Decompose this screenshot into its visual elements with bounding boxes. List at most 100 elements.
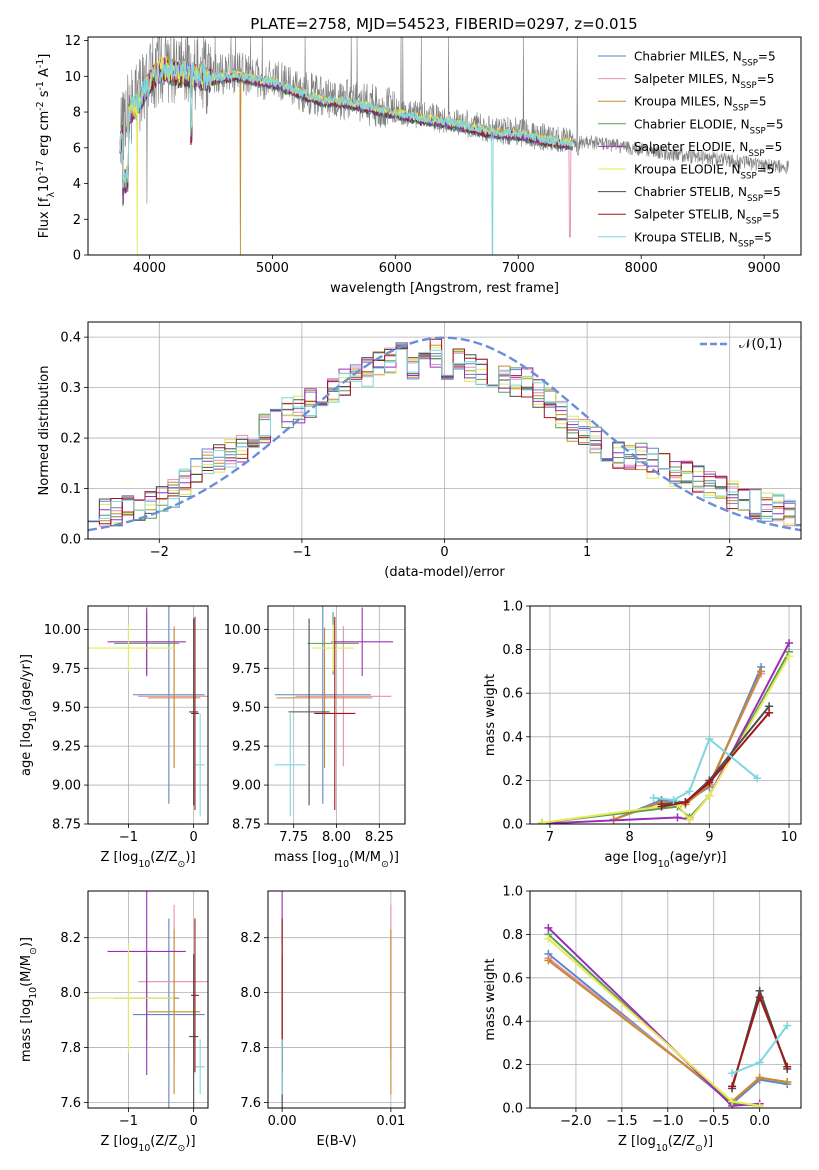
- y-tick-label: 0.4: [502, 730, 523, 745]
- panel-mass_vs_Z: −1 0 7.6 7.8 8.0 8.2 Z [log10​(Z/Z⊙​)] mass [lo…: [19, 890, 209, 1154]
- axes-frame: [87, 890, 209, 1109]
- y-tick-label: 7.6: [240, 1096, 261, 1111]
- plot-area-residuals: [88, 336, 801, 532]
- y-tick-label: 9.75: [232, 662, 261, 677]
- y-tick-label: 0.2: [60, 432, 81, 447]
- y-tick-label: 0.4: [502, 1015, 523, 1030]
- y-tick-label: 0.8: [502, 643, 523, 658]
- y-tick-label: 8.75: [52, 818, 81, 833]
- errorbar-point-5: [88, 943, 175, 1054]
- legend-label-2: Kroupa MILES, NSSP​=5: [634, 95, 767, 114]
- weight-marker: [705, 778, 714, 787]
- x-axis-label: Z [log10​(Z/Z⊙​)]: [618, 1134, 713, 1154]
- legend-label-6: Chabrier STELIB, NSSP​=5: [634, 185, 781, 204]
- histogram-step-0: [88, 342, 801, 525]
- plot-area-mass_vs_ebv: [281, 891, 392, 1108]
- y-tick-label: 0.0: [502, 818, 523, 833]
- errorbar-point-2: [148, 929, 201, 1095]
- y-tick-label: 9.25: [52, 740, 81, 755]
- x-tick-label: −1: [119, 1114, 138, 1129]
- y-tick-label: 0.3: [60, 381, 81, 396]
- x-tick-label: 4000: [133, 261, 166, 276]
- weight-marker: [728, 1069, 737, 1078]
- weight-marker: [755, 1058, 764, 1067]
- plot-area-weight_vs_Z: [544, 923, 792, 1108]
- histogram-step-8: [88, 349, 801, 527]
- y-tick-label: 8.2: [60, 931, 81, 946]
- x-tick-label: 9000: [748, 261, 781, 276]
- weight-marker: [757, 667, 766, 676]
- errorbar-point-0: [274, 606, 371, 804]
- legend-label-3: Chabrier ELODIE, NSSP​=5: [634, 117, 783, 136]
- y-tick-label: 4: [73, 177, 81, 192]
- y-tick-label: 9.00: [232, 779, 261, 794]
- errorbar-point-7: [314, 616, 356, 810]
- y-tick-label: 8.0: [60, 986, 81, 1001]
- y-tick-label: 0.0: [60, 533, 81, 548]
- weight-marker: [755, 1073, 764, 1082]
- x-tick-label: 0: [440, 545, 448, 560]
- legend-label-4: Salpeter ELODIE, NSSP​=5: [634, 140, 782, 159]
- y-axis-label: mass [log10​(M/M⊙​)]: [19, 937, 39, 1062]
- spectrum-model-line-6: [119, 60, 573, 206]
- x-tick-label: −1: [292, 545, 311, 560]
- panel-mass_vs_ebv: 0.00 0.01 7.6 7.8 8.0 8.2 E(B-V): [240, 890, 406, 1149]
- weight-marker: [705, 734, 714, 743]
- x-axis-label: Z [log10​(Z/Z⊙​)]: [100, 1134, 195, 1154]
- y-tick-label: 9.25: [232, 740, 261, 755]
- weight-marker: [728, 1097, 737, 1106]
- x-tick-label: 7: [546, 830, 554, 845]
- weight-marker: [649, 793, 658, 802]
- y-tick-label: 0.6: [502, 971, 523, 986]
- errorbar-point-0: [133, 606, 205, 804]
- errorbar-point-0: [133, 918, 205, 1108]
- weight-marker: [783, 1077, 792, 1086]
- axes-frame: [87, 605, 209, 825]
- axes-frame: [87, 36, 802, 256]
- y-tick-label: 0.6: [502, 687, 523, 702]
- x-tick-label: 8000: [625, 261, 658, 276]
- y-tick-label: 0: [73, 249, 81, 264]
- weight-marker: [728, 1082, 737, 1091]
- errorbar-point-5: [312, 624, 354, 672]
- x-tick-label: 10: [781, 830, 798, 845]
- panel-weight_vs_age: 7 8 9 10 0.0 0.2 0.4 0.6 0.8 1.0 age [log10​(age/y…: [483, 600, 802, 870]
- y-tick-label: 8: [73, 106, 81, 121]
- spectrum-model-line-5: [119, 56, 573, 255]
- x-tick-label: 0.00: [268, 1114, 297, 1129]
- histogram-step-4: [88, 345, 801, 526]
- errorbar-point-2: [148, 627, 201, 768]
- axes-frame: [529, 605, 802, 825]
- weight-marker: [544, 956, 553, 965]
- spectrum-legend: Chabrier MILES, NSSP​=5 Salpeter MILES, N…: [598, 50, 783, 249]
- weight-marker: [755, 993, 764, 1002]
- x-tick-label: −2.0: [560, 1114, 592, 1129]
- y-tick-label: 10: [64, 70, 81, 85]
- errorbar-point-6: [288, 618, 330, 806]
- errorbar-point-7: [191, 918, 199, 1073]
- x-tick-label: −1: [119, 830, 138, 845]
- y-tick-label: 0.1: [60, 482, 81, 497]
- errorbar-point-8: [195, 713, 205, 817]
- y-tick-label: 0.2: [502, 1058, 523, 1073]
- x-tick-label: 0: [190, 1114, 198, 1129]
- weight-marker: [669, 796, 678, 805]
- x-tick-label: 1: [583, 545, 591, 560]
- errorbar-point-7: [191, 616, 199, 810]
- x-tick-label: 0.0: [749, 1114, 770, 1129]
- axes-frame: [529, 890, 802, 1109]
- errorbar-point-1: [295, 626, 392, 767]
- y-axis-label: Normed distribution: [37, 366, 52, 496]
- weight-marker: [544, 934, 553, 943]
- errorbar-point-6: [189, 954, 199, 1108]
- weight-line-7: [661, 712, 770, 808]
- weight-marker: [705, 791, 714, 800]
- x-tick-label: 5000: [256, 261, 289, 276]
- x-tick-label: 7.75: [279, 830, 308, 845]
- weight-marker: [544, 923, 553, 932]
- y-axis-label: age [log10​(age/yr)]: [19, 654, 39, 776]
- weight-marker: [765, 708, 774, 717]
- normal-legend-label: 𝒩(0,1): [739, 337, 782, 352]
